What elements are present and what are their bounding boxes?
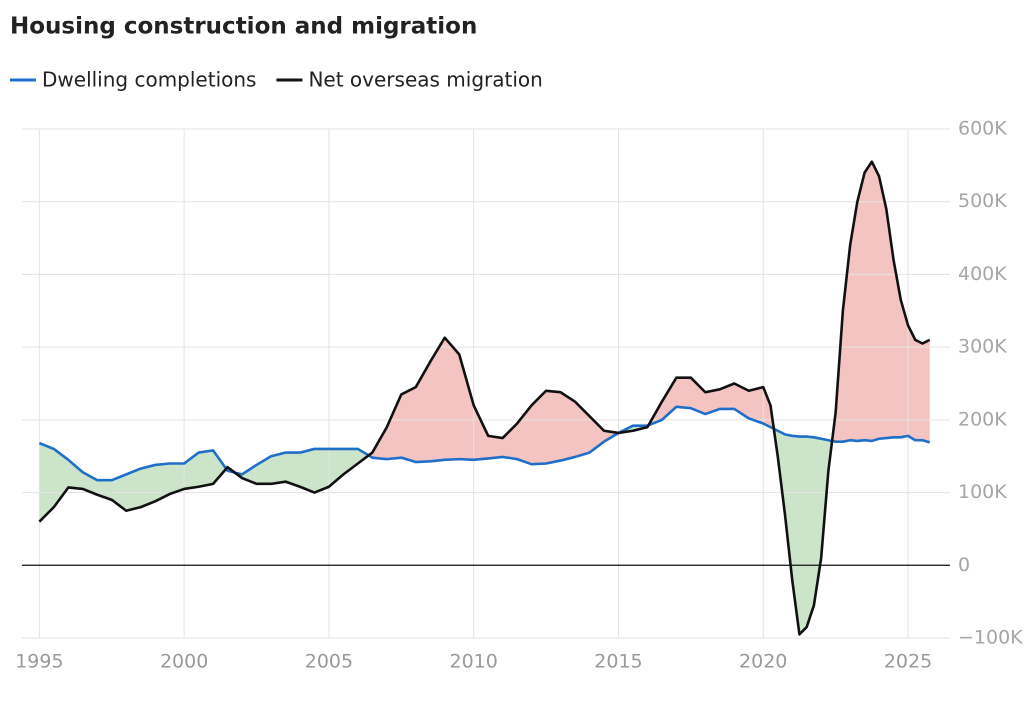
gap-area — [773, 428, 833, 635]
y-tick-label: 400K — [958, 263, 1007, 285]
y-tick-label: 600K — [958, 118, 1007, 140]
x-tick-label: 2000 — [160, 651, 208, 673]
chart-title: Housing construction and migration — [10, 14, 477, 40]
series-line — [38, 405, 931, 482]
x-tick-label: 2010 — [450, 651, 498, 673]
y-tick-label: −100K — [958, 627, 1023, 649]
x-tick-label: 2005 — [305, 651, 353, 673]
gap-area — [648, 377, 774, 429]
gap-area — [234, 448, 369, 493]
x-tick-label: 2020 — [739, 651, 787, 673]
x-tick-label: 2015 — [594, 651, 642, 673]
gap-area — [368, 337, 619, 465]
x-tick-label: 1995 — [15, 651, 63, 673]
y-tick-label: 200K — [958, 408, 1007, 430]
legend-label: Dwelling completions — [42, 68, 256, 92]
y-tick-label: 100K — [958, 481, 1007, 503]
y-tick-label: 0 — [958, 554, 970, 576]
y-tick-label: 500K — [958, 190, 1007, 212]
legend-label: Net overseas migration — [308, 68, 542, 92]
x-tick-label: 2025 — [884, 651, 932, 673]
y-tick-label: 300K — [958, 336, 1007, 358]
gap-area — [832, 161, 930, 443]
gap-area — [39, 443, 227, 522]
series-line — [38, 160, 931, 636]
